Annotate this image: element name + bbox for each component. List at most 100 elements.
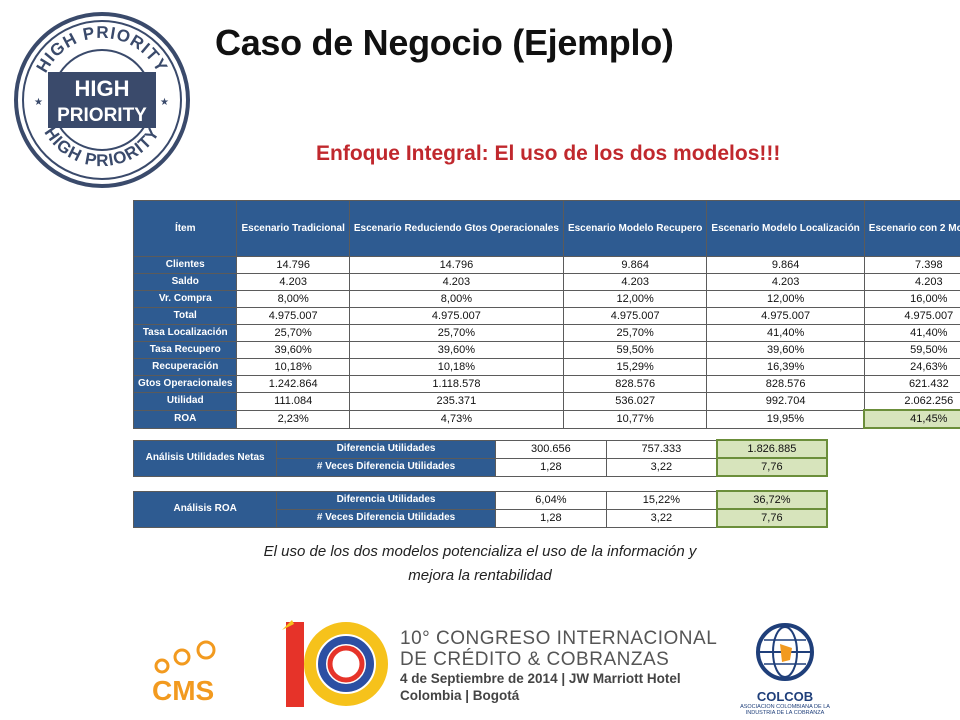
header-dos-modelos: Escenario con 2 Modelos [863, 200, 960, 257]
cms-text: CMS [152, 675, 214, 705]
star-icon: ★ [34, 97, 43, 108]
table-cell: 7.398 [863, 256, 960, 274]
utilidades-label: Análisis Utilidades Netas [132, 439, 278, 477]
table-cell: 16,39% [706, 358, 865, 376]
table-row: Gtos Operacionales 1.242.864 1.118.578 828.… [132, 375, 960, 393]
table-cell: 4.203 [863, 273, 960, 291]
table-cell: 8,00% [348, 290, 564, 308]
colcob-sub-1: ASOCIACION COLOMBIANA DE LA [740, 704, 830, 710]
table-cell: 12,00% [706, 290, 865, 308]
ten-text: 10 [333, 713, 335, 715]
table-cell: 621.432 [863, 375, 960, 393]
table-cell: 4,73% [348, 409, 564, 429]
congress-line-4: Colombia | Bogotá [400, 688, 520, 703]
table-cell: 4.203 [706, 273, 865, 291]
table-row: Vr. Compra 8,00% 8,00% 12,00% 12,00% 16,00% [132, 290, 960, 308]
table-row: Utilidad 111.084 235.371 536.027 992.704 2.06… [132, 392, 960, 411]
table-cell: 14.796 [348, 256, 564, 274]
utilidades-cell: 300.656 [494, 439, 608, 459]
table-cell: 992.704 [706, 392, 865, 411]
header-localizacion: Escenario Modelo Localización [706, 200, 865, 257]
roa-cell: 1,28 [494, 508, 608, 528]
row-label: Recuperación [132, 358, 238, 376]
roa-cell-highlight: 36,72% [715, 490, 829, 510]
table-row: Tasa Recupero 39,60% 39,60% 59,50% 39,60% 59,… [132, 341, 960, 359]
table-cell: 15,29% [562, 358, 708, 376]
table-cell: 4.975.007 [706, 307, 865, 325]
svg-text:HIGH PRIORITY: HIGH PRIORITY [41, 124, 164, 171]
table-cell: 828.576 [562, 375, 708, 393]
table-cell: 41,40% [863, 324, 960, 342]
colcob-sub-2: INDUSTRIA DE LA COBRANZA [745, 710, 825, 716]
row-label: Tasa Recupero [132, 341, 238, 359]
stamp-center-1: HIGH [75, 76, 130, 101]
stamp-ring-bottom: HIGH PRIORITY [41, 124, 163, 171]
row-label: Utilidad [132, 392, 238, 411]
utilidades-cell: 1,28 [494, 457, 608, 477]
table-cell: 4.203 [236, 273, 350, 291]
table-row: Clientes 14.796 14.796 9.864 9.864 7.398 [132, 256, 960, 274]
table-cell: 4.975.007 [562, 307, 708, 325]
congress-line-3: 4 de Septiembre de 2014 | JW Marriott Ho… [400, 671, 681, 686]
header-tradicional: Escenario Tradicional [236, 200, 350, 257]
table-cell: 12,00% [562, 290, 708, 308]
utilidades-cell-highlight: 7,76 [715, 457, 829, 477]
caption: El uso de los dos modelos potencializa e… [150, 540, 810, 588]
header-item: Ítem [132, 200, 238, 257]
table-cell: 111.084 [236, 392, 350, 411]
table-cell: 41,40% [706, 324, 865, 342]
table-cell: 9.864 [706, 256, 865, 274]
header-reduciendo: Escenario Reduciendo Gtos Operacionales [348, 200, 564, 257]
table-cell: 19,95% [706, 409, 865, 429]
table-cell: 25,70% [562, 324, 708, 342]
roa-cell: 15,22% [605, 490, 718, 510]
page-subtitle: Enfoque Integral: El uso de los dos mode… [316, 142, 781, 165]
roa-cell: 3,22 [605, 508, 718, 528]
table-cell: 4.975.007 [863, 307, 960, 325]
table-row: Recuperación 10,18% 10,18% 15,29% 16,39% 24,6… [132, 358, 960, 376]
utilidades-cell-highlight: 1.826.885 [715, 439, 829, 459]
table-row: Saldo 4.203 4.203 4.203 4.203 4.203 [132, 273, 960, 291]
row-label: ROA [132, 409, 238, 429]
roa-cell: 6,04% [494, 490, 608, 510]
table-cell: 4.203 [348, 273, 564, 291]
table-cell: 39,60% [236, 341, 350, 359]
ten-anniversary-logo: 10 [282, 620, 388, 715]
utilidades-row-label: Diferencia Utilidades [276, 439, 496, 459]
table-cell: 536.027 [562, 392, 708, 411]
table-cell: 8,00% [236, 290, 350, 308]
roa-table: Análisis ROA Diferencia Utilidades 6,04%… [132, 490, 829, 528]
scenario-table: Ítem Escenario Tradicional Escenario Red… [132, 200, 960, 429]
table-cell: 2.062.256 [863, 392, 960, 411]
table-cell: 9.864 [562, 256, 708, 274]
table-cell: 828.576 [706, 375, 865, 393]
roa-label: Análisis ROA [132, 490, 278, 528]
roa-row-label: # Veces Diferencia Utilidades [276, 508, 496, 528]
table-cell: 59,50% [562, 341, 708, 359]
colcob-logo: COLCOB ASOCIACION COLOMBIANA DE LA INDUS… [740, 622, 830, 717]
table-row: Tasa Localización 25,70% 25,70% 25,70% 41,40… [132, 324, 960, 342]
page-title: Caso de Negocio (Ejemplo) [215, 22, 674, 63]
roa-row-label: Diferencia Utilidades [276, 490, 496, 510]
table-cell: 1.242.864 [236, 375, 350, 393]
table-row: Total 4.975.007 4.975.007 4.975.007 4.975.00… [132, 307, 960, 325]
star-icon: ★ [160, 97, 169, 108]
table-cell: 25,70% [236, 324, 350, 342]
utilidades-cell: 757.333 [605, 439, 718, 459]
table-cell: 59,50% [863, 341, 960, 359]
congress-line-2: DE CRÉDITO & COBRANZAS [400, 649, 670, 670]
row-label: Saldo [132, 273, 238, 291]
row-label: Gtos Operacionales [132, 375, 238, 393]
table-cell: 10,18% [236, 358, 350, 376]
table-cell-highlight: 41,45% [863, 409, 960, 429]
caption-line-2: mejora la rentabilidad [408, 567, 552, 584]
table-row: ROA 2,23% 4,73% 10,77% 19,95% 41,45% [132, 409, 960, 429]
utilidades-cell: 3,22 [605, 457, 718, 477]
caption-line-1: El uso de los dos modelos potencializa e… [263, 543, 697, 560]
table-cell: 4.203 [562, 273, 708, 291]
header-recupero: Escenario Modelo Recupero [562, 200, 708, 257]
table-cell: 4.975.007 [348, 307, 564, 325]
stamp-center-2: PRIORITY [57, 105, 147, 126]
row-label: Vr. Compra [132, 290, 238, 308]
cms-logo: CMS [152, 640, 216, 705]
